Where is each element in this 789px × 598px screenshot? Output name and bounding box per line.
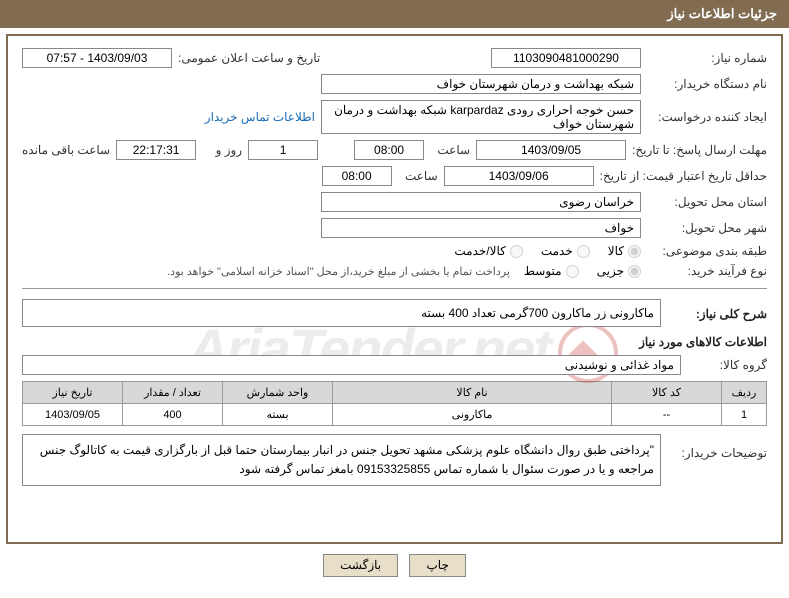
radio-partial-label: جزیی bbox=[597, 264, 641, 278]
td-qty: 400 bbox=[123, 404, 223, 426]
field-overall-desc: ماکارونی زر ماکارون 700گرمی تعداد 400 بس… bbox=[22, 299, 661, 327]
th-name: نام کالا bbox=[333, 382, 612, 404]
td-unit: بسته bbox=[223, 404, 333, 426]
radio-goods-label: کالا bbox=[608, 244, 641, 258]
label-announce-dt: تاریخ و ساعت اعلان عمومی: bbox=[178, 51, 320, 65]
table-header-row: ردیف کد کالا نام کالا واحد شمارش تعداد /… bbox=[23, 382, 767, 404]
main-panel: AriaTender.net شماره نیاز: 1103090481000… bbox=[6, 34, 783, 544]
label-buyer-notes: توضیحات خریدار: bbox=[667, 434, 767, 460]
field-announce-dt: 1403/09/03 - 07:57 bbox=[22, 48, 172, 68]
divider-1 bbox=[22, 288, 767, 289]
contact-link[interactable]: اطلاعات تماس خریدار bbox=[205, 110, 315, 124]
label-resp-deadline: مهلت ارسال پاسخ: تا تاریخ: bbox=[632, 143, 767, 157]
label-requester: ایجاد کننده درخواست: bbox=[647, 110, 767, 124]
row-resp-deadline: مهلت ارسال پاسخ: تا تاریخ: 1403/09/05 سا… bbox=[22, 140, 767, 160]
td-row: 1 bbox=[722, 404, 767, 426]
field-validity-time: 08:00 bbox=[322, 166, 392, 186]
field-need-no: 1103090481000290 bbox=[491, 48, 641, 68]
label-province: استان محل تحویل: bbox=[647, 195, 767, 209]
radio-service-label: خدمت bbox=[541, 244, 590, 258]
row-buyer-notes: توضیحات خریدار: "پرداختی طبق روال دانشگا… bbox=[22, 434, 767, 486]
row-purchase-type: نوع فرآیند خرید: جزیی متوسط پرداخت تمام … bbox=[22, 264, 767, 278]
radio-goods-service-label: کالا/خدمت bbox=[454, 244, 522, 258]
field-requester: حسن خوجه احراری رودی karpardaz شبکه بهدا… bbox=[321, 100, 641, 134]
row-overall-desc: شرح کلی نیاز: ماکارونی زر ماکارون 700گرم… bbox=[22, 299, 767, 327]
th-qty: تعداد / مقدار bbox=[123, 382, 223, 404]
label-city: شهر محل تحویل: bbox=[647, 221, 767, 235]
td-code: -- bbox=[612, 404, 722, 426]
field-time-left: 22:17:31 bbox=[116, 140, 196, 160]
section-goods-info: اطلاعات کالاهای مورد نیاز bbox=[22, 335, 767, 349]
panel-title: جزئیات اطلاعات نیاز bbox=[667, 6, 777, 21]
field-buyer-notes: "پرداختی طبق روال دانشگاه علوم پزشکی مشه… bbox=[22, 434, 661, 486]
field-city: خواف bbox=[321, 218, 641, 238]
label-validity: حداقل تاریخ اعتبار قیمت: از تاریخ: bbox=[600, 169, 767, 183]
field-province: خراسان رضوی bbox=[321, 192, 641, 212]
td-date: 1403/09/05 bbox=[23, 404, 123, 426]
th-unit: واحد شمارش bbox=[223, 382, 333, 404]
row-city: شهر محل تحویل: خواف bbox=[22, 218, 767, 238]
radio-group-class: کالا خدمت کالا/خدمت bbox=[454, 244, 641, 258]
label-need-no: شماره نیاز: bbox=[647, 51, 767, 65]
label-goods-group: گروه کالا: bbox=[687, 358, 767, 372]
field-buyer-org: شبکه بهداشت و درمان شهرستان خواف bbox=[321, 74, 641, 94]
radio-service bbox=[577, 245, 590, 258]
label-overall-desc: شرح کلی نیاز: bbox=[667, 307, 767, 321]
row-goods-group: گروه کالا: مواد غذائی و نوشیدنی bbox=[22, 355, 767, 375]
radio-partial bbox=[628, 265, 641, 278]
field-resp-time: 08:00 bbox=[354, 140, 424, 160]
row-classification: طبقه بندی موضوعی: کالا خدمت کالا/خدمت bbox=[22, 244, 767, 258]
label-buyer-org: نام دستگاه خریدار: bbox=[647, 77, 767, 91]
panel-header: جزئیات اطلاعات نیاز bbox=[0, 0, 789, 28]
radio-medium-label: متوسط bbox=[524, 264, 579, 278]
footer-buttons: چاپ بازگشت bbox=[0, 554, 789, 577]
radio-group-type: جزیی متوسط bbox=[524, 264, 641, 278]
label-hour-2: ساعت bbox=[398, 169, 438, 183]
print-button[interactable]: چاپ bbox=[409, 554, 465, 577]
label-remaining: ساعت باقی مانده bbox=[22, 143, 110, 157]
row-buyer-org: نام دستگاه خریدار: شبکه بهداشت و درمان ش… bbox=[22, 74, 767, 94]
th-row: ردیف bbox=[722, 382, 767, 404]
field-days-left: 1 bbox=[248, 140, 318, 160]
row-province: استان محل تحویل: خراسان رضوی bbox=[22, 192, 767, 212]
back-button[interactable]: بازگشت bbox=[323, 554, 398, 577]
label-hour-1: ساعت bbox=[430, 143, 470, 157]
label-day-and: روز و bbox=[202, 143, 242, 157]
payment-note: پرداخت تمام یا بخشی از مبلغ خرید،از محل … bbox=[167, 265, 510, 278]
row-need-no: شماره نیاز: 1103090481000290 تاریخ و ساع… bbox=[22, 48, 767, 68]
radio-medium bbox=[566, 265, 579, 278]
radio-goods-service bbox=[510, 245, 523, 258]
field-goods-group: مواد غذائی و نوشیدنی bbox=[22, 355, 681, 375]
td-name: ماکارونی bbox=[333, 404, 612, 426]
row-validity: حداقل تاریخ اعتبار قیمت: از تاریخ: 1403/… bbox=[22, 166, 767, 186]
field-validity-date: 1403/09/06 bbox=[444, 166, 594, 186]
label-purchase-type: نوع فرآیند خرید: bbox=[647, 264, 767, 278]
row-requester: ایجاد کننده درخواست: حسن خوجه احراری رود… bbox=[22, 100, 767, 134]
table-row: 1 -- ماکارونی بسته 400 1403/09/05 bbox=[23, 404, 767, 426]
field-resp-date: 1403/09/05 bbox=[476, 140, 626, 160]
goods-table: ردیف کد کالا نام کالا واحد شمارش تعداد /… bbox=[22, 381, 767, 426]
th-code: کد کالا bbox=[612, 382, 722, 404]
label-classification: طبقه بندی موضوعی: bbox=[647, 244, 767, 258]
radio-goods bbox=[628, 245, 641, 258]
th-date: تاریخ نیاز bbox=[23, 382, 123, 404]
